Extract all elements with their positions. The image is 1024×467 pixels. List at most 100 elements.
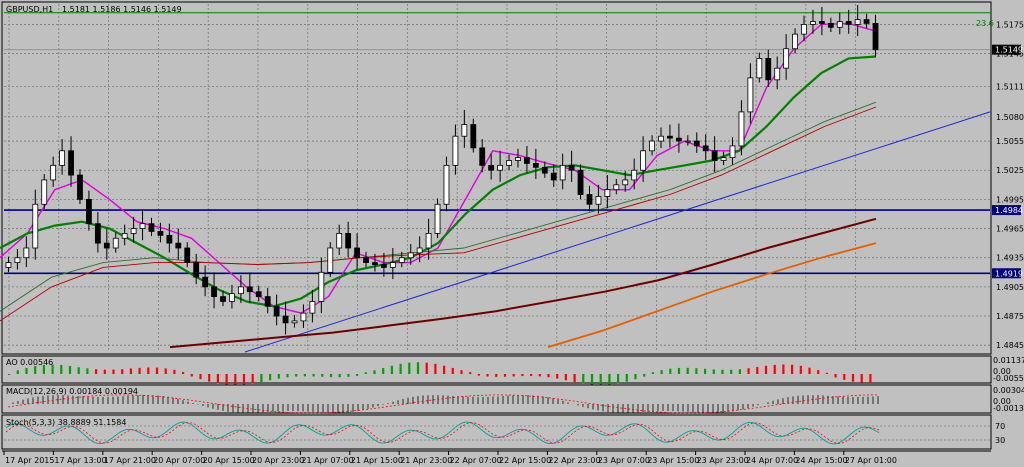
ao-bar <box>8 374 11 375</box>
ao-bar <box>747 368 750 374</box>
level-price-label: 1.4919 <box>995 269 1023 278</box>
ao-bar <box>60 365 63 374</box>
candle <box>604 175 611 209</box>
candle <box>184 242 191 268</box>
ma-line[interactable] <box>547 242 877 348</box>
candle <box>693 132 700 153</box>
candle <box>380 252 387 277</box>
current-price-label-bg <box>992 44 1021 55</box>
candle <box>640 136 647 182</box>
candle <box>32 189 39 260</box>
ao-bar <box>617 374 620 384</box>
ao-bar <box>495 374 498 377</box>
ao-bar <box>625 374 628 382</box>
candle <box>425 218 432 260</box>
time-label: 21 Apr 23:00 <box>400 456 452 465</box>
ao-bar <box>68 366 72 374</box>
candle <box>559 153 566 190</box>
ao-bar <box>808 367 811 374</box>
ao-tick: 0.00 <box>993 367 1011 376</box>
stoch-tick: 70 <box>995 422 1005 431</box>
candle <box>801 15 807 42</box>
candle <box>166 223 173 253</box>
candle <box>765 49 772 87</box>
time-label: 24 Apr 07:00 <box>746 456 798 465</box>
price-tick: 1.5080 <box>996 113 1024 122</box>
candle <box>479 139 486 173</box>
ao-bar <box>451 367 454 374</box>
candle <box>255 285 262 302</box>
ao-bar <box>269 374 272 381</box>
candle <box>121 224 128 246</box>
ao-bar <box>34 366 37 374</box>
ao-bar <box>356 374 359 376</box>
candle <box>211 272 217 309</box>
candle <box>148 217 155 237</box>
candle <box>729 137 736 165</box>
ao-bar <box>599 374 602 386</box>
price-tick: 1.4965 <box>996 225 1024 234</box>
ao-bar <box>190 374 193 377</box>
ao-bar <box>512 374 515 377</box>
ao-histogram <box>8 362 872 386</box>
ao-bar <box>443 365 446 374</box>
candle <box>577 164 584 200</box>
ao-title: AO 0.00546 <box>6 358 53 367</box>
macd-axis: 0.00304 0.00-0.00138 <box>993 386 1024 413</box>
ao-bar <box>242 374 246 385</box>
candle <box>568 150 575 182</box>
ao-bar <box>234 374 237 386</box>
time-label: 17 Apr 21:00 <box>104 456 156 465</box>
candle <box>291 315 298 328</box>
candle <box>818 6 825 36</box>
candle <box>854 4 861 37</box>
time-label: 21 Apr 07:00 <box>301 456 353 465</box>
candle <box>416 236 423 263</box>
ma-line[interactable] <box>169 217 877 349</box>
ao-bar <box>138 367 141 374</box>
ao-bar <box>25 367 28 374</box>
candle <box>354 233 360 270</box>
ao-bar <box>303 374 306 377</box>
candle <box>94 212 101 253</box>
ao-bar <box>121 369 124 374</box>
level-price-label-bg <box>992 205 1021 216</box>
ao-panel <box>1 355 992 384</box>
candle <box>845 9 852 34</box>
price-tick: 1.5111 <box>996 83 1024 92</box>
trendline[interactable] <box>244 111 991 353</box>
ao-bar <box>460 370 463 374</box>
candle <box>372 253 378 272</box>
ao-bar <box>321 374 324 377</box>
ao-bar <box>425 362 428 374</box>
ao-bar <box>173 369 176 374</box>
ao-bar <box>338 374 341 378</box>
level-price-label: 1.4984 <box>995 206 1023 215</box>
time-label: 17 Apr 2015 <box>5 456 54 465</box>
ohlc-header: 1.5181 1.5186 1.5146 1.5149 <box>62 5 182 14</box>
ao-bar <box>147 367 150 374</box>
candle <box>273 294 280 326</box>
stoch-main-line <box>5 421 880 445</box>
candles-group[interactable] <box>5 4 879 335</box>
candle <box>50 156 57 187</box>
candle <box>702 134 709 161</box>
price-tick: 1.4905 <box>996 283 1024 292</box>
ma-line[interactable] <box>0 106 877 322</box>
stoch-panel <box>1 414 992 450</box>
ao-bar <box>225 374 228 385</box>
ma-line[interactable] <box>0 101 877 312</box>
time-label: 22 Apr 15:00 <box>499 456 551 465</box>
stoch-signal-line <box>5 422 880 444</box>
price-tick: 1.4845 <box>996 341 1024 350</box>
candle <box>193 253 200 285</box>
candle <box>77 169 83 205</box>
ao-bar <box>469 372 472 374</box>
candle <box>649 135 655 156</box>
candle <box>246 272 253 304</box>
ao-axis: 0.01137 0.00-0.00556 <box>993 356 1024 383</box>
candle <box>872 14 879 57</box>
ao-bar <box>704 368 707 374</box>
